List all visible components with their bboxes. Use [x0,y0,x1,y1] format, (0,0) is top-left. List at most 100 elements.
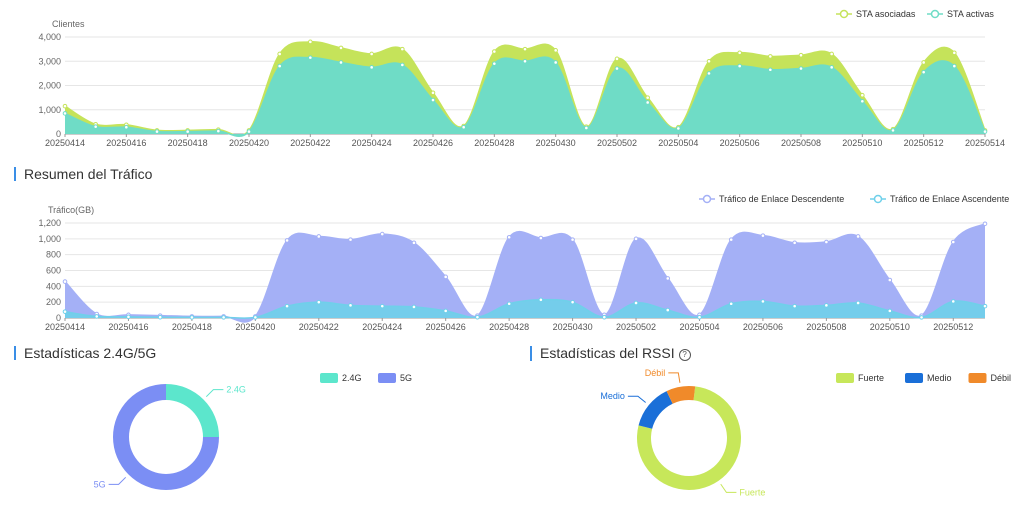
legend-swatch [378,373,396,383]
x-tick-label: 20250428 [489,322,529,332]
y-axis-label: Clientes [52,19,85,29]
data-point [221,315,226,320]
data-point [706,71,712,76]
pie-label-line [627,395,646,403]
data-point [93,124,98,130]
data-point [126,314,131,320]
pie-slice [666,386,696,404]
traffic-area-chart: Tráfico(GB) 0 200 400 600 800 1,000 1,200 202504… [38,194,1009,332]
data-point [379,231,385,237]
data-point [308,55,313,60]
data-point [492,61,497,66]
legend-swatch [905,373,923,383]
data-point [189,315,195,320]
data-point [430,90,436,96]
x-tick-label: 20250414 [45,138,85,148]
x-tick-label: 20250508 [781,138,821,148]
x-tick-label: 20250418 [168,138,208,148]
data-point [768,54,773,59]
data-point [890,128,896,133]
data-point [506,301,512,307]
data-point [855,234,861,239]
data-point [887,308,893,314]
pie-label-line [668,372,681,383]
legend-label: Fuerte [858,373,884,383]
y-tick-label: 600 [46,266,61,276]
data-point [461,124,466,130]
x-tick-label: 20250506 [720,138,760,148]
data-point [728,301,734,307]
data-point [919,315,924,320]
data-point [829,65,834,70]
data-point [284,303,290,309]
data-point [602,314,607,320]
y-tick-label: 1,000 [38,234,61,244]
clients-area-chart: Clientes 0 1,000 2,000 3,000 4,000 20250414 202… [38,9,1005,148]
data-point [982,221,988,227]
band-donut-chart: 2.4G 5G 2.4G 5G [94,373,412,490]
data-point [728,237,734,242]
data-point [443,308,448,314]
data-point [316,299,322,305]
pie-slice [638,391,673,429]
y-tick-label: 1,200 [38,218,61,228]
data-point [633,236,639,242]
data-point [950,299,956,304]
data-point [348,237,353,242]
data-point [400,62,405,68]
data-point [185,129,190,134]
x-tick-label: 20250422 [299,322,339,332]
x-tick-label: 20250502 [597,138,637,148]
legend-label: 2.4G [342,373,362,383]
data-point [921,60,926,65]
help-circle-icon[interactable]: ? [678,349,691,361]
pie-label-line [720,483,737,493]
data-point [584,125,589,131]
x-tick-label: 20250512 [933,322,973,332]
data-point [860,98,865,104]
data-point [768,67,773,73]
data-point [154,129,160,134]
rssi-donut-chart: Fuerte Medio Débil Fuerte Medio Débil [600,368,1012,498]
legend-marker [839,9,849,19]
data-point [737,50,742,56]
pie-slice-label: Débil [645,368,666,378]
data-point [706,58,712,64]
traffic-title-text: Resumen del Tráfico [24,166,153,182]
x-tick-label: 20250418 [172,322,212,332]
data-point [860,92,865,98]
data-point [62,103,68,109]
legend-swatch [968,373,987,383]
data-point [94,314,100,319]
legend-swatch [836,373,854,383]
data-point [475,314,480,320]
data-point [338,45,344,51]
y-tick-label: 200 [46,297,61,307]
data-point [522,46,528,52]
x-tick-label: 20250510 [870,322,910,332]
data-point [348,303,353,308]
data-point [570,299,575,305]
legend-label: Débil [991,373,1012,383]
y-tick-label: 2,000 [38,81,61,91]
data-point [952,50,957,56]
data-point [760,299,766,304]
x-tick-label: 20250430 [536,138,576,148]
x-tick-label: 20250506 [743,322,783,332]
y-tick-label: 0 [56,129,61,139]
y-tick-label: 0 [56,313,61,323]
band-section-title: Estadísticas 2.4G/5G [14,346,156,360]
x-tick-label: 20250504 [658,138,698,148]
band-title-text: Estadísticas 2.4G/5G [24,345,157,361]
data-point [316,234,322,239]
x-tick-label: 20250428 [474,138,514,148]
data-point [614,66,620,71]
data-point [400,46,405,52]
data-point [538,235,544,241]
pie-slice [166,384,219,437]
data-point [538,297,544,303]
data-point [553,48,558,53]
x-tick-label: 20250430 [553,322,593,332]
data-point [982,129,988,134]
legend-marker [702,194,712,204]
